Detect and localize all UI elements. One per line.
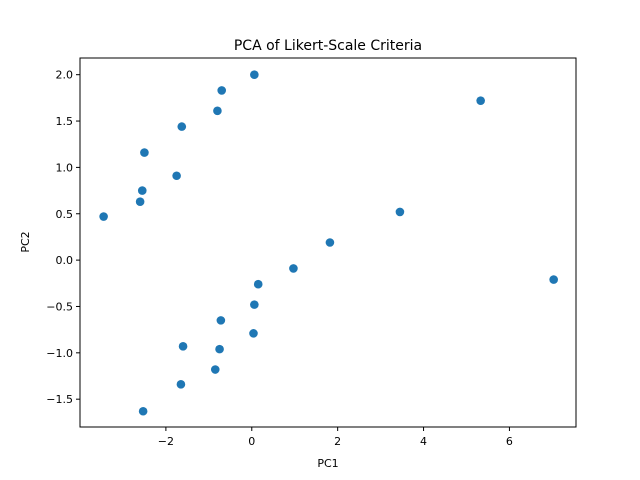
x-axis: −2 0 2 4 6 — [158, 427, 513, 448]
data-point-22 — [138, 406, 148, 416]
y-tick-label: −1.5 — [46, 393, 73, 406]
data-point-12 — [325, 238, 335, 247]
plot-area-frame — [79, 57, 577, 428]
y-tick-label: 1.5 — [56, 115, 74, 128]
y-tick-label: 1.0 — [56, 161, 74, 174]
y-axis-label: PC2 — [19, 231, 32, 252]
data-point-8 — [135, 197, 145, 207]
data-point-23 — [549, 275, 558, 284]
data-point-21 — [176, 380, 186, 389]
x-axis-label: PC1 — [317, 457, 338, 470]
points-layer — [99, 70, 558, 416]
data-point-16 — [216, 316, 226, 325]
y-axis: −1.5 −1.0 −0.5 0.0 0.5 1.0 1.5 2.0 — [46, 69, 80, 406]
data-point-14 — [253, 279, 263, 289]
x-tick-label: 0 — [248, 435, 255, 448]
y-tick-label: 0.0 — [56, 254, 74, 267]
x-tick-label: 2 — [334, 435, 341, 448]
data-point-6 — [172, 171, 181, 181]
data-point-7 — [137, 186, 147, 195]
y-tick-label: 2.0 — [56, 69, 74, 82]
data-point-9 — [99, 212, 108, 221]
chart-title: PCA of Likert-Scale Criteria — [234, 38, 422, 54]
data-point-4 — [177, 122, 187, 131]
data-point-17 — [249, 329, 258, 338]
y-tick-label: −0.5 — [46, 300, 73, 313]
data-point-20 — [210, 365, 220, 374]
data-point-3 — [213, 106, 222, 116]
x-tick-label: 6 — [506, 435, 513, 448]
x-tick-label: 4 — [420, 435, 427, 448]
data-point-15 — [250, 300, 259, 309]
data-point-2 — [217, 86, 227, 95]
data-point-1 — [250, 70, 259, 79]
y-tick-label: −1.0 — [46, 347, 73, 360]
x-tick-label: −2 — [158, 435, 174, 448]
data-point-13 — [289, 264, 298, 273]
data-point-19 — [215, 344, 224, 354]
data-point-5 — [140, 148, 149, 157]
data-point-18 — [178, 342, 188, 351]
data-point-10 — [476, 96, 485, 105]
y-tick-label: 0.5 — [56, 208, 74, 221]
data-point-11 — [395, 207, 405, 217]
